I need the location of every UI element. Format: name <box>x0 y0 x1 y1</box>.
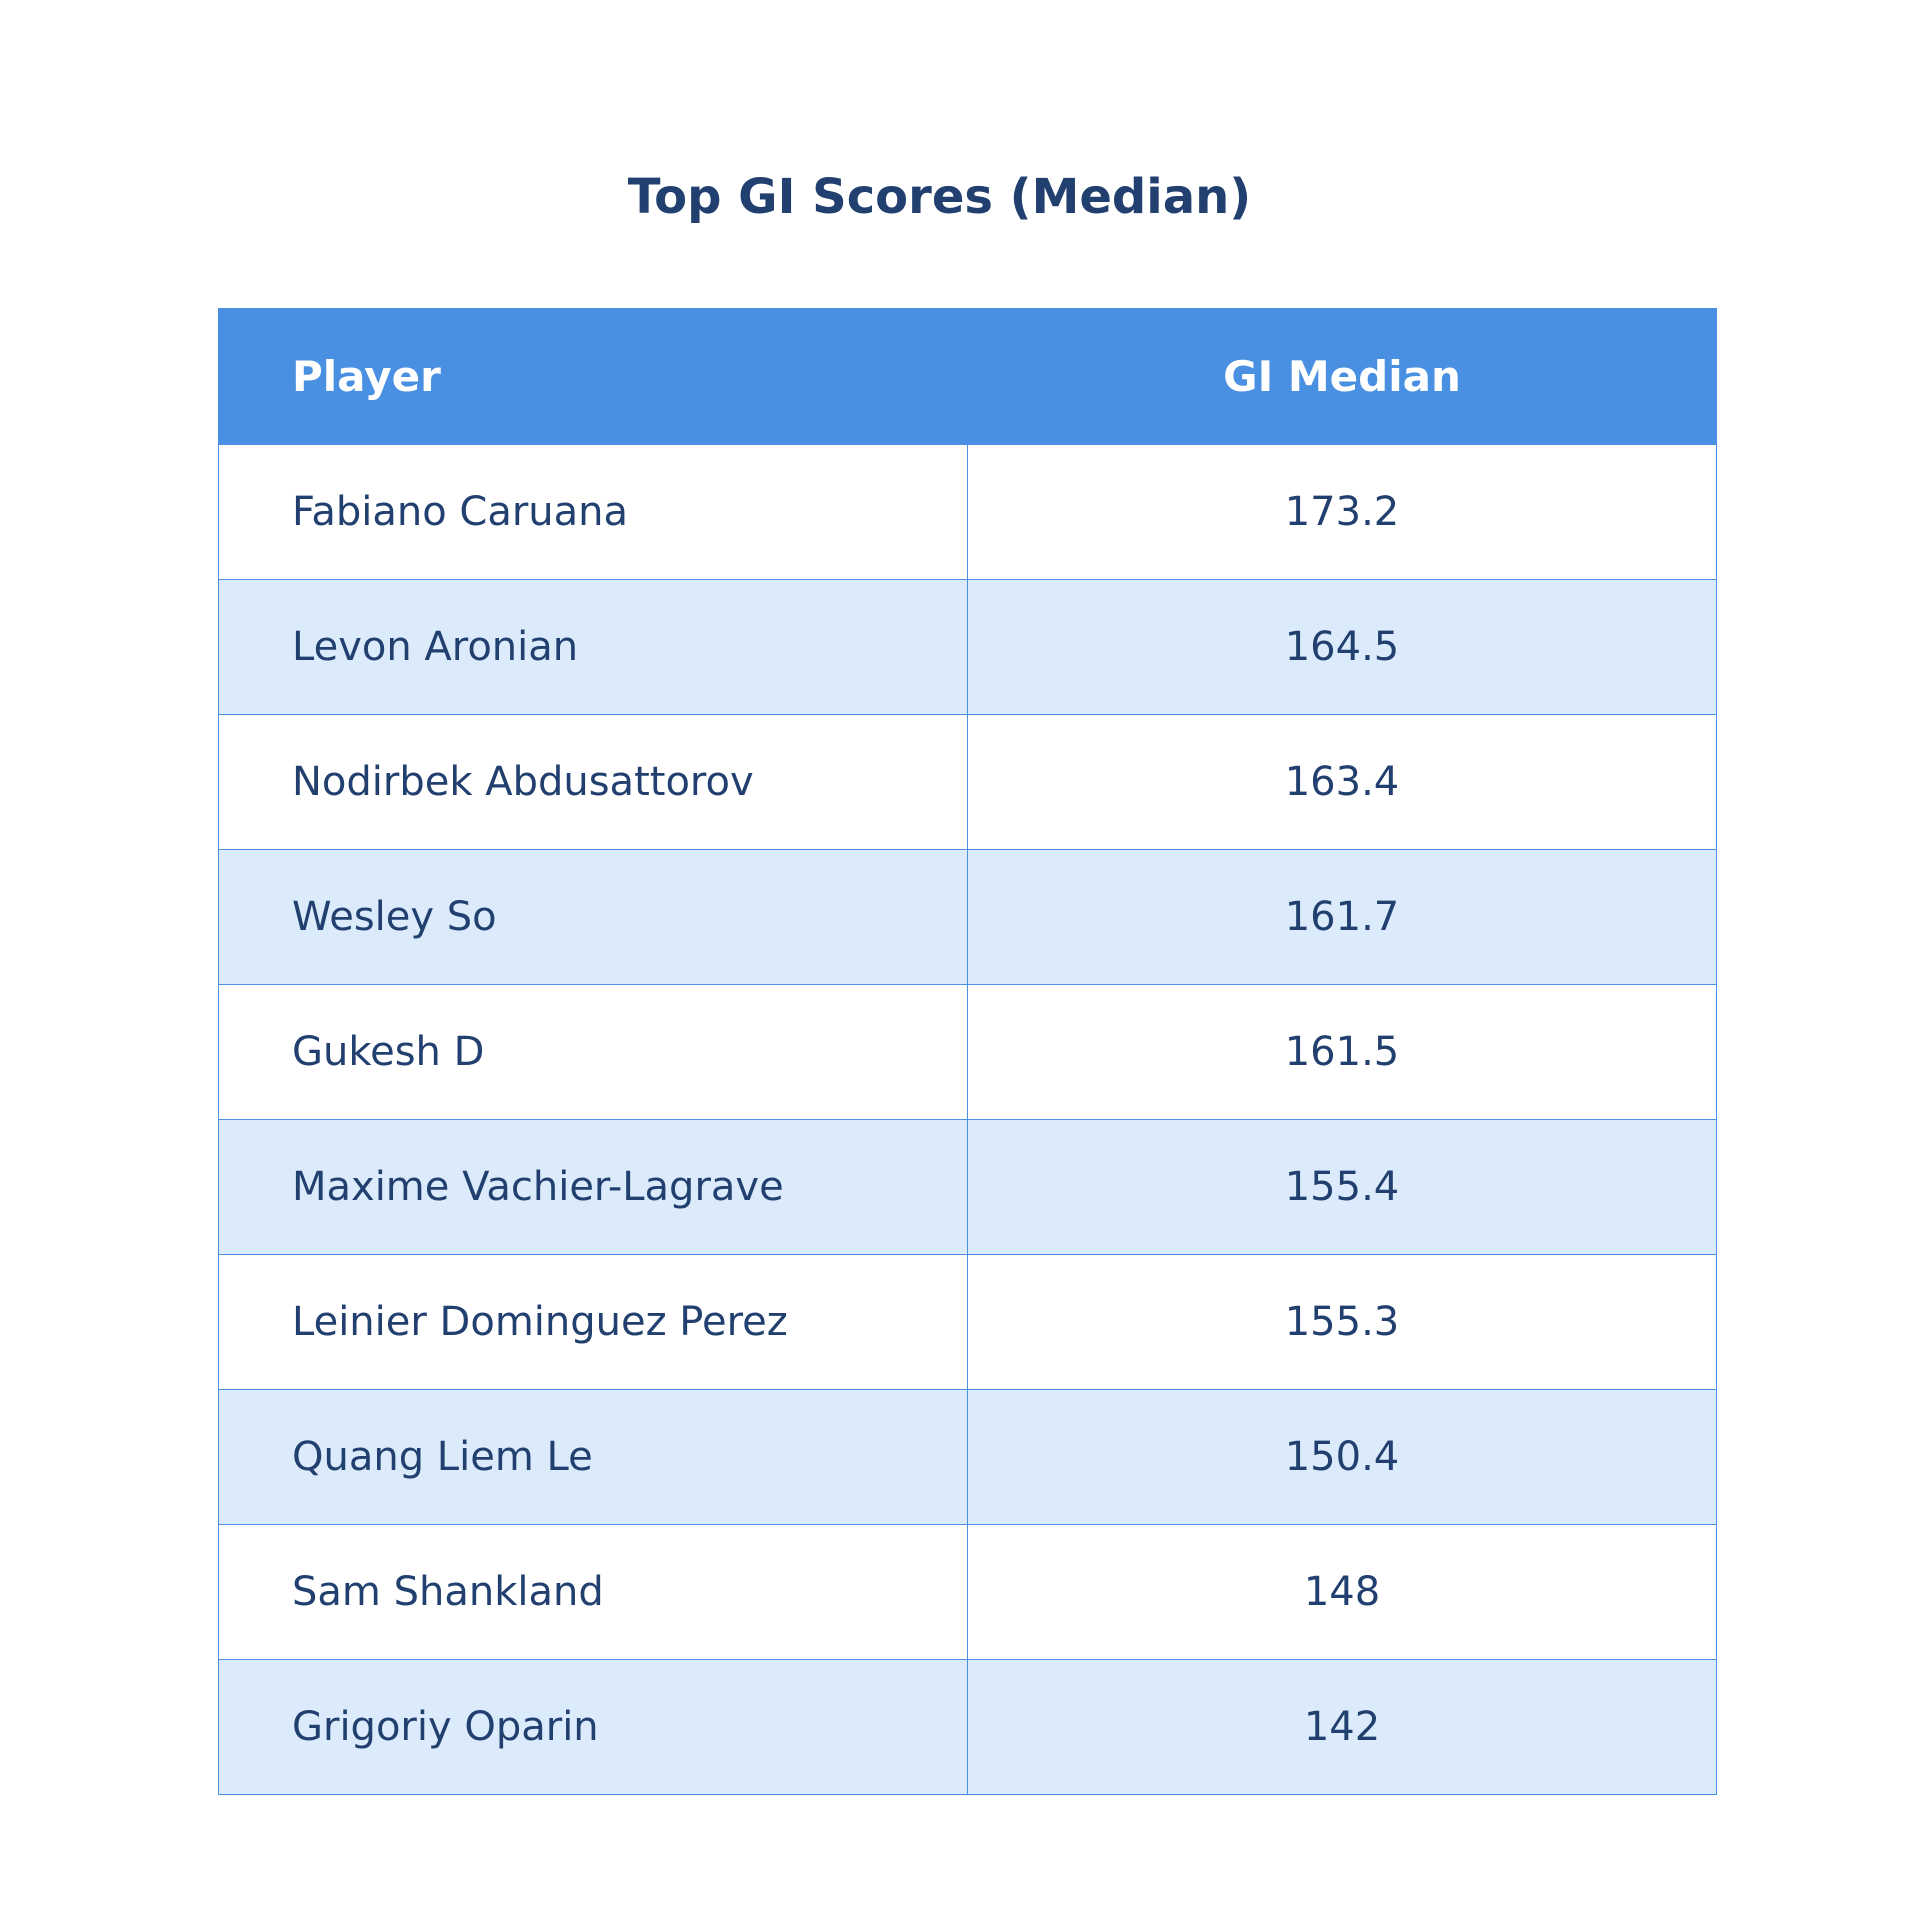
player-cell: Gukesh D <box>218 984 968 1120</box>
table-row: Maxime Vachier-Lagrave 155.4 <box>218 1119 1717 1255</box>
table-header-row: Player GI Median <box>218 308 1717 445</box>
gi-median-cell: 173.2 <box>967 444 1717 580</box>
gi-median-cell: 161.7 <box>967 849 1717 985</box>
table-row: Wesley So 161.7 <box>218 849 1717 985</box>
gi-median-cell: 148 <box>967 1524 1717 1660</box>
table-row: Fabiano Caruana 173.2 <box>218 444 1717 580</box>
gi-median-cell: 142 <box>967 1659 1717 1795</box>
player-cell: Leinier Dominguez Perez <box>218 1254 968 1390</box>
player-cell: Nodirbek Abdusattorov <box>218 714 968 850</box>
column-header-player: Player <box>218 308 968 445</box>
player-cell: Levon Aronian <box>218 579 968 715</box>
gi-median-cell: 155.3 <box>967 1254 1717 1390</box>
column-header-gi-median: GI Median <box>967 308 1717 445</box>
player-cell: Maxime Vachier-Lagrave <box>218 1119 968 1255</box>
table-row: Quang Liem Le 150.4 <box>218 1389 1717 1525</box>
table-row: Nodirbek Abdusattorov 163.4 <box>218 714 1717 850</box>
table-row: Levon Aronian 164.5 <box>218 579 1717 715</box>
gi-median-cell: 161.5 <box>967 984 1717 1120</box>
table-row: Leinier Dominguez Perez 155.3 <box>218 1254 1717 1390</box>
table-row: Gukesh D 161.5 <box>218 984 1717 1120</box>
table-row: Sam Shankland 148 <box>218 1524 1717 1660</box>
chart-title: Top GI Scores (Median) <box>627 169 1252 225</box>
player-cell: Sam Shankland <box>218 1524 968 1660</box>
gi-median-cell: 150.4 <box>967 1389 1717 1525</box>
table-row: Grigoriy Oparin 142 <box>218 1659 1717 1795</box>
gi-median-cell: 155.4 <box>967 1119 1717 1255</box>
player-cell: Fabiano Caruana <box>218 444 968 580</box>
gi-median-cell: 163.4 <box>967 714 1717 850</box>
player-cell: Quang Liem Le <box>218 1389 968 1525</box>
gi-median-cell: 164.5 <box>967 579 1717 715</box>
player-cell: Wesley So <box>218 849 968 985</box>
player-cell: Grigoriy Oparin <box>218 1659 968 1795</box>
gi-scores-table: Player GI Median Fabiano Caruana 173.2 L… <box>218 308 1717 1795</box>
